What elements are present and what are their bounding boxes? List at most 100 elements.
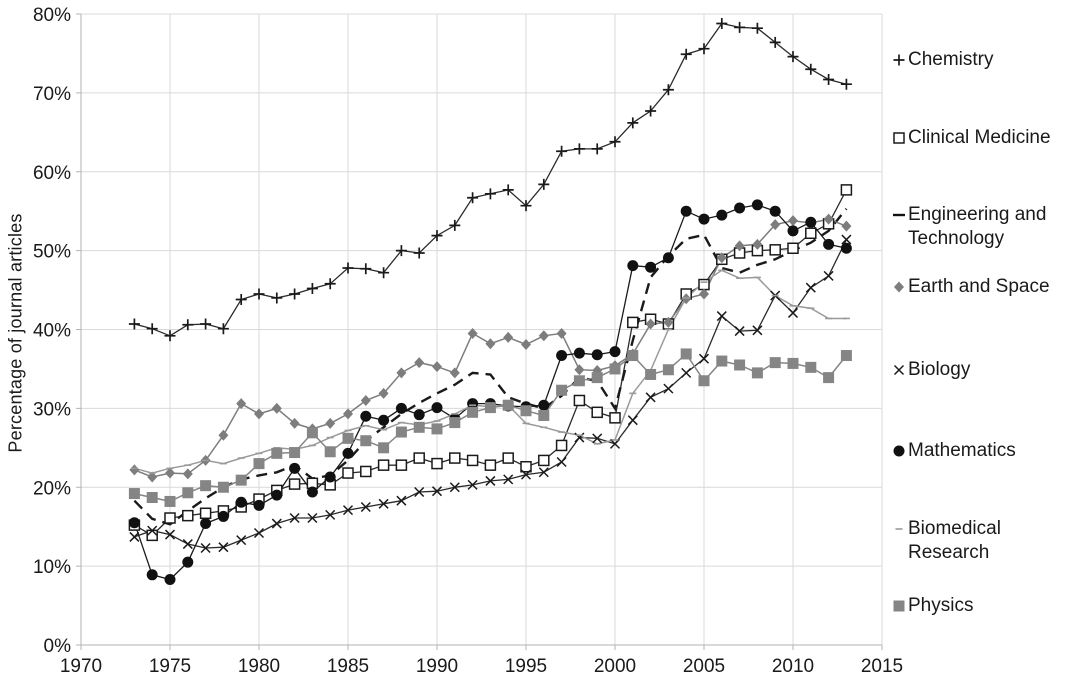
marker-square [698, 375, 710, 387]
marker-diamond [503, 331, 514, 343]
marker-circle [840, 242, 852, 254]
marker-cross [200, 542, 211, 554]
marker-circle [645, 261, 657, 273]
x-tick-label: 1970 [60, 656, 102, 677]
marker-square [484, 402, 496, 414]
marker-cross [752, 325, 763, 336]
marker-diamond [485, 338, 496, 350]
marker-square [769, 357, 781, 369]
marker-diamond [343, 408, 353, 420]
marker-square [253, 458, 265, 470]
marker-plus [342, 262, 354, 274]
x-tick-label: 2015 [861, 656, 903, 677]
marker-cross [378, 498, 389, 509]
y-tick-label: 0% [44, 636, 72, 657]
marker-diamond [147, 471, 158, 483]
marker-circle [751, 199, 763, 211]
marker-circle [164, 574, 176, 586]
marker-diamond [699, 288, 709, 300]
marker-square [235, 474, 247, 486]
marker-plus [645, 105, 657, 117]
marker-square [645, 368, 657, 380]
marker-cross [396, 495, 407, 506]
marker-square [609, 363, 621, 375]
marker-square [734, 359, 746, 371]
marker-circle [395, 402, 407, 414]
marker-cross [414, 486, 425, 498]
x-tick-label: 1990 [416, 656, 458, 677]
marker-diamond [218, 429, 229, 441]
marker-square [378, 442, 390, 454]
legend-label: Biology [908, 359, 971, 380]
marker-plus [823, 73, 835, 85]
marker-cross [663, 383, 674, 394]
marker-diamond [574, 364, 585, 376]
marker-circle [893, 445, 905, 457]
marker-cross [538, 467, 549, 478]
marker-diamond [556, 327, 567, 339]
marker-square [217, 481, 229, 493]
marker-cross [467, 479, 478, 490]
marker-plus [627, 117, 639, 129]
marker-open-square [395, 459, 408, 471]
marker-circle [787, 225, 799, 237]
marker-plus [556, 145, 568, 157]
legend-marker-square [893, 600, 905, 612]
marker-diamond [538, 330, 549, 342]
marker-square [840, 350, 852, 362]
marker-open-square [609, 412, 621, 424]
marker-diamond [645, 318, 656, 330]
marker-diamond [663, 316, 674, 328]
legend: Chemistry Clinical Medicine Engineering an… [892, 0, 1080, 688]
marker-square [395, 426, 407, 438]
marker-circle [146, 569, 158, 581]
marker-circle [823, 238, 835, 250]
marker-plus [217, 323, 229, 335]
marker-diamond [467, 327, 478, 339]
marker-circle [591, 349, 603, 361]
marker-open-square [538, 454, 550, 467]
marker-open-square [787, 242, 799, 255]
marker-square [306, 427, 318, 439]
marker-square [128, 488, 140, 500]
marker-square [805, 361, 817, 373]
x-tick-label: 2005 [683, 656, 725, 677]
marker-cross [289, 512, 300, 524]
marker-open-square [146, 529, 158, 542]
marker-square [573, 375, 585, 387]
marker-open-square [413, 452, 425, 464]
series-line-5 [133, 204, 847, 581]
marker-plus [751, 22, 763, 34]
marker-open-square [555, 439, 568, 452]
marker-cross [841, 234, 852, 245]
series-markers [128, 17, 853, 586]
marker-circle [467, 398, 479, 410]
marker-cross [325, 509, 336, 520]
legend-marker-cross [893, 364, 905, 376]
marker-plus [289, 288, 301, 300]
legend-label: Chemistry [908, 49, 994, 70]
marker-cross [716, 311, 727, 322]
marker-circle [609, 346, 621, 358]
marker-plus [449, 219, 461, 231]
marker-diamond [894, 281, 904, 293]
marker-square [556, 384, 568, 396]
marker-plus [378, 267, 390, 279]
marker-square [360, 435, 372, 447]
marker-plus [146, 323, 158, 335]
marker-square [680, 348, 692, 360]
marker-cross [609, 438, 621, 449]
marker-diamond [752, 238, 763, 250]
marker-diamond [289, 417, 300, 429]
marker-cross [805, 282, 816, 293]
marker-plus [306, 282, 318, 294]
marker-cross [431, 486, 443, 497]
legend-item-earth-and-space: Earth and Space [892, 275, 1050, 299]
legend-label: Physics [908, 595, 974, 616]
marker-plus [662, 84, 674, 96]
legend-marker-open-square [893, 132, 905, 144]
marker-plus [698, 43, 710, 55]
marker-cross [342, 505, 354, 516]
marker-circle [235, 496, 247, 508]
